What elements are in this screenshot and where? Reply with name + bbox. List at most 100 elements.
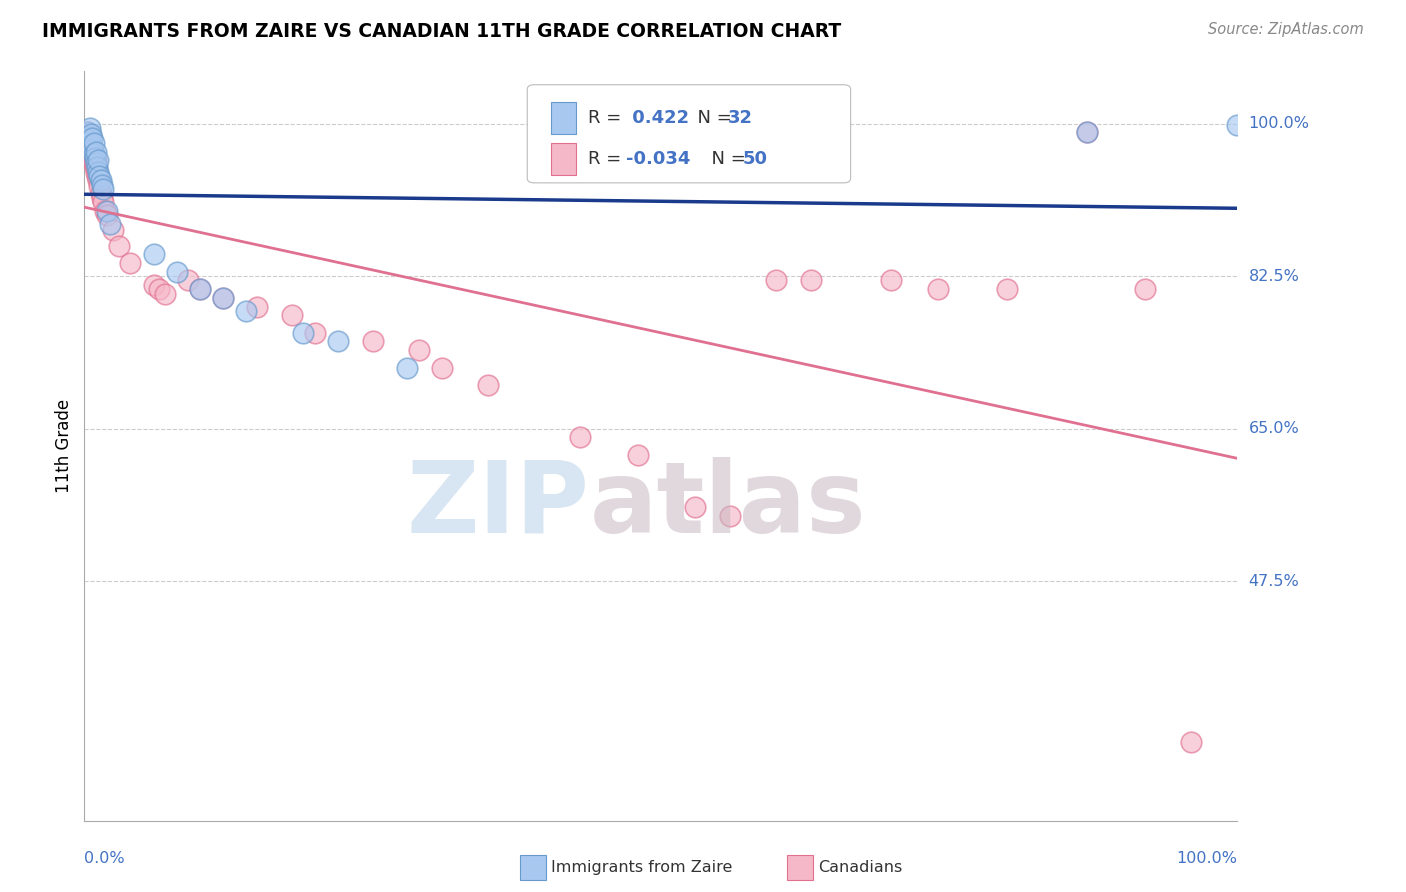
Point [86, 160, 108, 174]
Point [83, 160, 105, 174]
Point [142, 247, 165, 261]
Point [142, 277, 165, 292]
Point [83, 136, 105, 150]
Point [87, 164, 110, 178]
Text: IMMIGRANTS FROM ZAIRE VS CANADIAN 11TH GRADE CORRELATION CHART: IMMIGRANTS FROM ZAIRE VS CANADIAN 11TH G… [42, 22, 841, 41]
Point [120, 256, 142, 270]
Point [1076, 125, 1098, 139]
Text: N =: N = [686, 109, 738, 127]
Point [83, 147, 105, 161]
Text: 100.0%: 100.0% [1249, 116, 1309, 131]
Point [76, 129, 98, 144]
Point [396, 360, 419, 375]
Point [83, 156, 105, 170]
Point [98, 217, 121, 231]
Point [80, 127, 103, 141]
Point [281, 308, 304, 322]
Point [304, 326, 326, 340]
Point [79, 143, 101, 157]
Point [89, 173, 111, 187]
Point [177, 273, 200, 287]
Point [83, 152, 105, 166]
Point [211, 291, 233, 305]
Point [800, 273, 823, 287]
Point [77, 138, 100, 153]
Point [79, 120, 101, 135]
Point [995, 282, 1018, 296]
Point [1226, 119, 1249, 133]
Point [1076, 125, 1098, 139]
Text: 65.0%: 65.0% [1249, 421, 1299, 436]
Point [96, 208, 118, 222]
Point [84, 156, 107, 170]
Text: 32: 32 [728, 109, 754, 127]
Text: Immigrants from Zaire: Immigrants from Zaire [551, 861, 733, 875]
Point [82, 143, 104, 157]
Text: 47.5%: 47.5% [1249, 574, 1299, 589]
Text: Source: ZipAtlas.com: Source: ZipAtlas.com [1208, 22, 1364, 37]
Point [108, 238, 131, 252]
Text: R =: R = [588, 150, 627, 168]
Point [90, 178, 112, 192]
Point [477, 378, 499, 392]
Text: 82.5%: 82.5% [1249, 268, 1299, 284]
Point [84, 153, 107, 168]
Point [82, 131, 104, 145]
Point [153, 286, 176, 301]
Point [880, 273, 903, 287]
Point [80, 147, 103, 161]
Point [82, 143, 104, 157]
Point [96, 203, 118, 218]
Point [89, 169, 111, 183]
Point [627, 448, 650, 462]
Point [79, 134, 101, 148]
Text: ZIP: ZIP [406, 457, 591, 554]
Point [80, 138, 103, 153]
Point [765, 273, 787, 287]
Point [166, 265, 188, 279]
Point [103, 223, 124, 237]
Point [91, 182, 114, 196]
Point [80, 138, 103, 153]
Point [90, 191, 112, 205]
Text: R =: R = [588, 109, 627, 127]
Point [235, 304, 257, 318]
Point [89, 179, 111, 194]
Point [1180, 735, 1202, 749]
Point [211, 291, 233, 305]
Text: -0.034: -0.034 [626, 150, 690, 168]
Point [361, 334, 384, 349]
Point [685, 500, 707, 514]
Point [246, 300, 269, 314]
Point [84, 164, 107, 178]
Point [408, 343, 430, 358]
Point [87, 173, 110, 187]
Point [1133, 282, 1156, 296]
Point [188, 282, 211, 296]
Point [430, 360, 453, 375]
Point [718, 508, 741, 523]
Point [89, 186, 111, 201]
Text: 50: 50 [742, 150, 768, 168]
Point [91, 195, 114, 210]
Point [94, 203, 117, 218]
Point [83, 147, 105, 161]
Point [188, 282, 211, 296]
Point [79, 134, 101, 148]
Y-axis label: 11th Grade: 11th Grade [55, 399, 73, 493]
Text: 100.0%: 100.0% [1177, 851, 1237, 866]
Text: 0.422: 0.422 [626, 109, 689, 127]
Point [82, 152, 104, 166]
Point [569, 430, 592, 444]
Text: 0.0%: 0.0% [84, 851, 125, 866]
Point [86, 169, 108, 183]
Point [87, 153, 110, 168]
Point [76, 125, 98, 139]
Text: N =: N = [700, 150, 752, 168]
Text: atlas: atlas [591, 457, 866, 554]
Point [148, 282, 170, 296]
Point [927, 282, 949, 296]
Point [292, 326, 315, 340]
Point [76, 125, 98, 139]
Point [77, 129, 100, 144]
